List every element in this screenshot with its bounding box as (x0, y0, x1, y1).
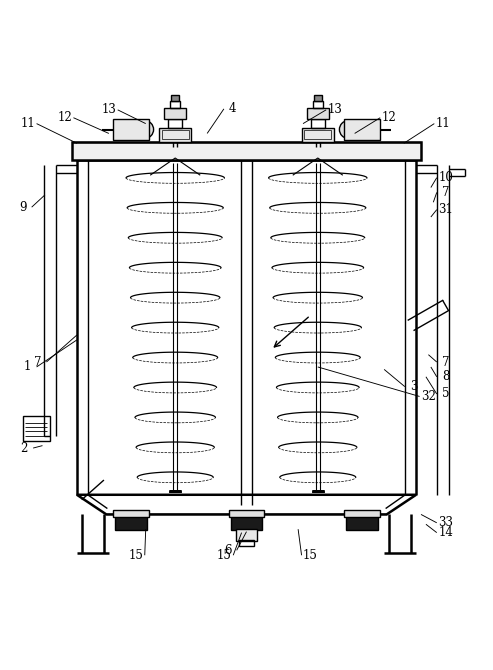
Text: 4: 4 (229, 103, 237, 115)
Bar (72, 142, 421, 161)
Text: 11: 11 (436, 117, 451, 130)
Text: 3: 3 (410, 380, 418, 393)
Bar (164, 109, 186, 119)
Text: 12: 12 (382, 111, 396, 124)
Bar (113, 509, 149, 517)
Text: 15: 15 (217, 549, 232, 561)
Text: 14: 14 (438, 526, 453, 539)
Bar (346, 515, 378, 530)
Text: 7: 7 (34, 356, 41, 369)
Text: 11: 11 (20, 117, 35, 130)
Bar (162, 131, 189, 139)
Text: 8: 8 (442, 371, 449, 383)
Bar (229, 509, 264, 517)
Bar (344, 119, 381, 140)
Text: 15: 15 (129, 549, 143, 561)
Bar (168, 119, 182, 128)
Text: 9: 9 (19, 201, 27, 214)
Text: 12: 12 (57, 111, 72, 124)
Text: 10: 10 (438, 171, 453, 184)
Bar (311, 119, 325, 128)
Text: 31: 31 (438, 203, 453, 216)
Bar (115, 515, 147, 530)
Bar (170, 100, 180, 109)
Text: 15: 15 (303, 549, 318, 561)
Text: 13: 13 (327, 103, 343, 117)
Text: 7: 7 (442, 356, 449, 369)
Text: 2: 2 (21, 442, 28, 454)
Bar (231, 515, 262, 530)
Bar (112, 119, 149, 140)
Bar (344, 509, 380, 517)
Text: 1: 1 (24, 360, 32, 373)
Bar (302, 128, 334, 142)
Bar (159, 128, 191, 142)
Text: 13: 13 (102, 103, 116, 117)
Circle shape (136, 121, 154, 139)
Text: 6: 6 (224, 544, 232, 557)
Bar (239, 541, 254, 547)
Bar (23, 416, 50, 441)
Text: 33: 33 (438, 517, 453, 529)
Bar (307, 109, 329, 119)
Circle shape (339, 121, 357, 139)
Bar (304, 131, 331, 139)
Bar (171, 94, 179, 100)
Text: 32: 32 (421, 390, 436, 403)
Text: 7: 7 (442, 186, 449, 199)
Bar (313, 100, 323, 109)
Text: 5: 5 (442, 387, 449, 401)
Bar (236, 529, 257, 541)
Bar (314, 94, 322, 100)
